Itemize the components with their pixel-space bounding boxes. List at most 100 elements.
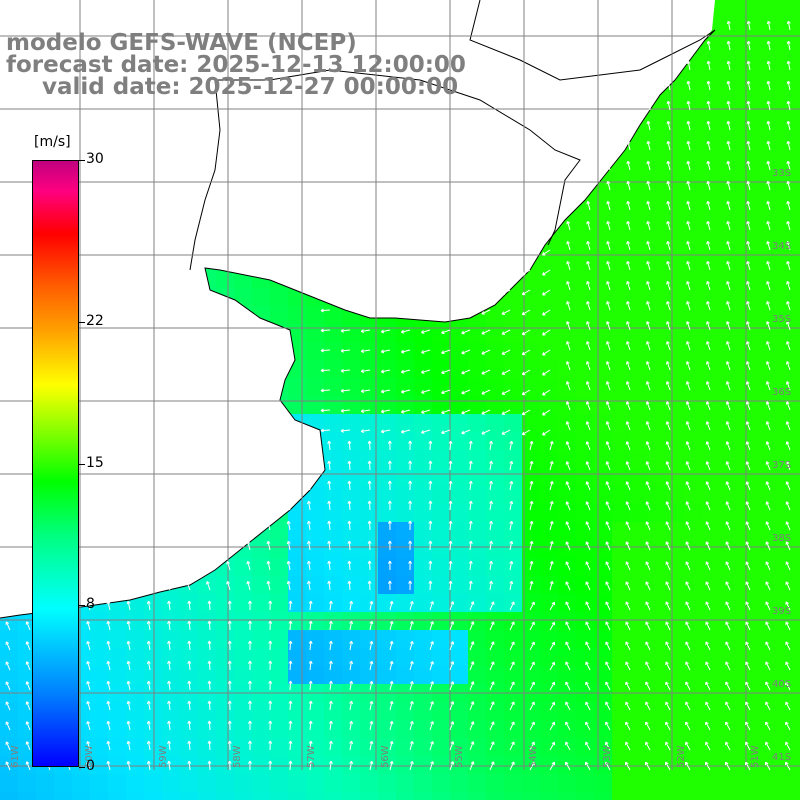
wind-arrow [328, 700, 333, 711]
speed-cell [270, 792, 289, 800]
speed-cell [522, 666, 541, 685]
wind-arrow [625, 501, 631, 511]
wind-arrow [606, 200, 611, 211]
wind-arrow [207, 680, 212, 691]
wind-arrow [389, 600, 394, 611]
speed-cell [378, 774, 397, 793]
speed-cell [774, 720, 793, 739]
speed-cell [576, 378, 595, 397]
wind-arrow [5, 741, 11, 751]
speed-cell [504, 486, 523, 505]
speed-cell [684, 396, 703, 415]
speed-cell [630, 414, 649, 433]
latitude-label: 38S [772, 533, 791, 544]
speed-cell [576, 630, 595, 649]
speed-cell [432, 432, 451, 451]
speed-cell [720, 486, 739, 505]
wind-arrow [542, 309, 551, 316]
wind-arrow [585, 761, 591, 771]
speed-cell [342, 522, 361, 541]
speed-cell [702, 108, 721, 127]
speed-cell [756, 504, 775, 523]
speed-cell [684, 540, 703, 559]
speed-cell [522, 504, 541, 523]
speed-cell [792, 702, 800, 721]
wind-arrow [286, 580, 291, 591]
speed-cell [342, 468, 361, 487]
speed-cell [522, 702, 541, 721]
wind-arrow [248, 640, 252, 650]
wind-arrow [625, 741, 631, 751]
speed-cell [162, 594, 181, 613]
wind-arrow [785, 661, 791, 671]
wind-arrow [389, 700, 394, 711]
longitude-label: 56W [380, 745, 391, 768]
speed-cell [576, 666, 595, 685]
speed-cell [558, 648, 577, 667]
speed-cell [774, 396, 793, 415]
speed-cell [648, 648, 667, 667]
latitude-label: 39S [772, 606, 791, 617]
wind-arrow [726, 80, 731, 91]
speed-cell [450, 342, 469, 361]
speed-cell [378, 450, 397, 469]
speed-cell [450, 702, 469, 721]
speed-cell [126, 702, 145, 721]
wind-arrow [509, 480, 514, 491]
speed-cell [792, 324, 800, 343]
speed-cell [432, 378, 451, 397]
wind-arrow [685, 641, 691, 651]
wind-arrow [746, 180, 751, 191]
speed-cell [792, 18, 800, 37]
speed-cell [126, 666, 145, 685]
speed-cell [414, 630, 433, 649]
wind-arrow [565, 481, 571, 491]
wind-arrow [586, 200, 591, 211]
wind-arrow [766, 140, 771, 151]
wind-arrow [207, 720, 212, 731]
wind-arrow [565, 741, 571, 751]
wind-arrow [167, 720, 172, 731]
wind-arrow [765, 641, 771, 651]
wind-arrow [766, 100, 771, 111]
wind-arrow [785, 581, 791, 591]
speed-cell [702, 612, 721, 631]
speed-cell [378, 576, 397, 595]
speed-cell [324, 324, 343, 343]
speed-cell [234, 774, 253, 793]
speed-cell [684, 216, 703, 235]
speed-cell [198, 648, 217, 667]
speed-cell [702, 738, 721, 757]
wind-arrow [665, 581, 671, 591]
speed-cell [558, 342, 577, 361]
speed-cell [774, 540, 793, 559]
wind-arrow [521, 329, 531, 336]
wind-arrow [746, 140, 751, 151]
speed-cell [630, 342, 649, 361]
speed-cell [702, 234, 721, 253]
wind-arrow [549, 500, 554, 511]
wind-arrow [785, 401, 791, 411]
speed-cell [234, 792, 253, 800]
wind-arrow [605, 501, 611, 511]
wind-arrow [585, 341, 591, 351]
speed-cell [720, 774, 739, 793]
wind-arrow [369, 660, 374, 671]
wind-arrow [481, 429, 491, 435]
speed-cell [594, 738, 613, 757]
wind-arrow [449, 621, 455, 631]
wind-arrow [685, 361, 691, 371]
wind-arrow [448, 460, 453, 471]
wind-arrow [268, 660, 273, 671]
speed-cell [486, 738, 505, 757]
wind-arrow [626, 140, 631, 151]
wind-arrow [501, 349, 511, 355]
speed-cell [288, 738, 307, 757]
speed-cell [792, 54, 800, 73]
wind-arrow [625, 421, 631, 431]
speed-cell [594, 414, 613, 433]
speed-cell [684, 378, 703, 397]
wind-arrow [448, 520, 453, 531]
speed-cell [702, 630, 721, 649]
wind-arrow [146, 640, 151, 651]
